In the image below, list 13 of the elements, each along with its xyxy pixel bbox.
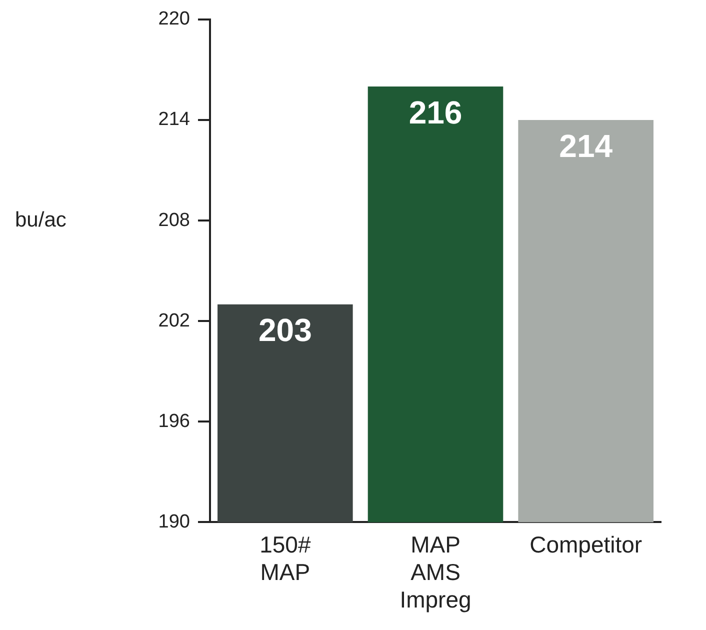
y-axis-title: bu/ac	[15, 208, 66, 232]
x-tick-label: MAP AMS Impreg	[400, 531, 472, 613]
y-tick-label: 196	[158, 410, 190, 432]
y-tick-label: 220	[158, 8, 190, 30]
data-label: 216	[408, 94, 462, 130]
data-label: 214	[559, 128, 613, 164]
y-tick-label: 202	[158, 310, 190, 332]
x-tick-label: 150# MAP	[260, 531, 311, 585]
y-tick-label: 190	[158, 511, 190, 532]
x-tick-label: Competitor	[530, 531, 642, 558]
y-tick-label: 208	[158, 210, 190, 231]
y-tick-label: 214	[158, 109, 190, 130]
data-label: 203	[258, 312, 312, 348]
